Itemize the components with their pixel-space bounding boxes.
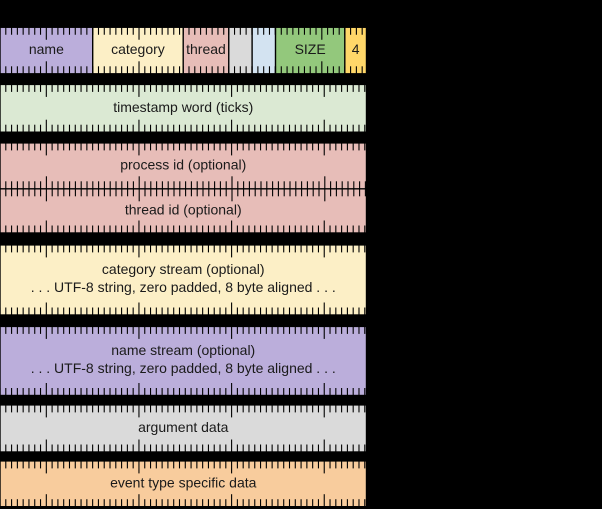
svg-text:. . . UTF-8 string, zero padde: . . . UTF-8 string, zero padded, 8 byte … xyxy=(31,360,336,376)
svg-text:name stream (optional): name stream (optional) xyxy=(111,342,255,358)
svg-text:thread: thread xyxy=(186,41,226,57)
svg-text:argument data: argument data xyxy=(138,419,228,435)
svg-text:4: 4 xyxy=(352,41,360,57)
svg-text:name: name xyxy=(29,41,64,57)
svg-text:category stream (optional): category stream (optional) xyxy=(102,261,265,277)
svg-text:thread id (optional): thread id (optional) xyxy=(125,202,242,218)
svg-text:timestamp word (ticks): timestamp word (ticks) xyxy=(113,99,253,115)
svg-text:process id (optional): process id (optional) xyxy=(120,157,246,173)
svg-text:. . . UTF-8 string, zero padde: . . . UTF-8 string, zero padded, 8 byte … xyxy=(31,279,336,295)
svg-text:category: category xyxy=(111,41,165,57)
svg-text:event type specific data: event type specific data xyxy=(110,475,257,491)
svg-text:SIZE: SIZE xyxy=(295,41,326,57)
